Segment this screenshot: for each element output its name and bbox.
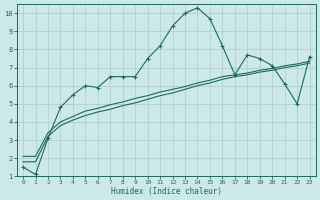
X-axis label: Humidex (Indice chaleur): Humidex (Indice chaleur) <box>111 187 222 196</box>
